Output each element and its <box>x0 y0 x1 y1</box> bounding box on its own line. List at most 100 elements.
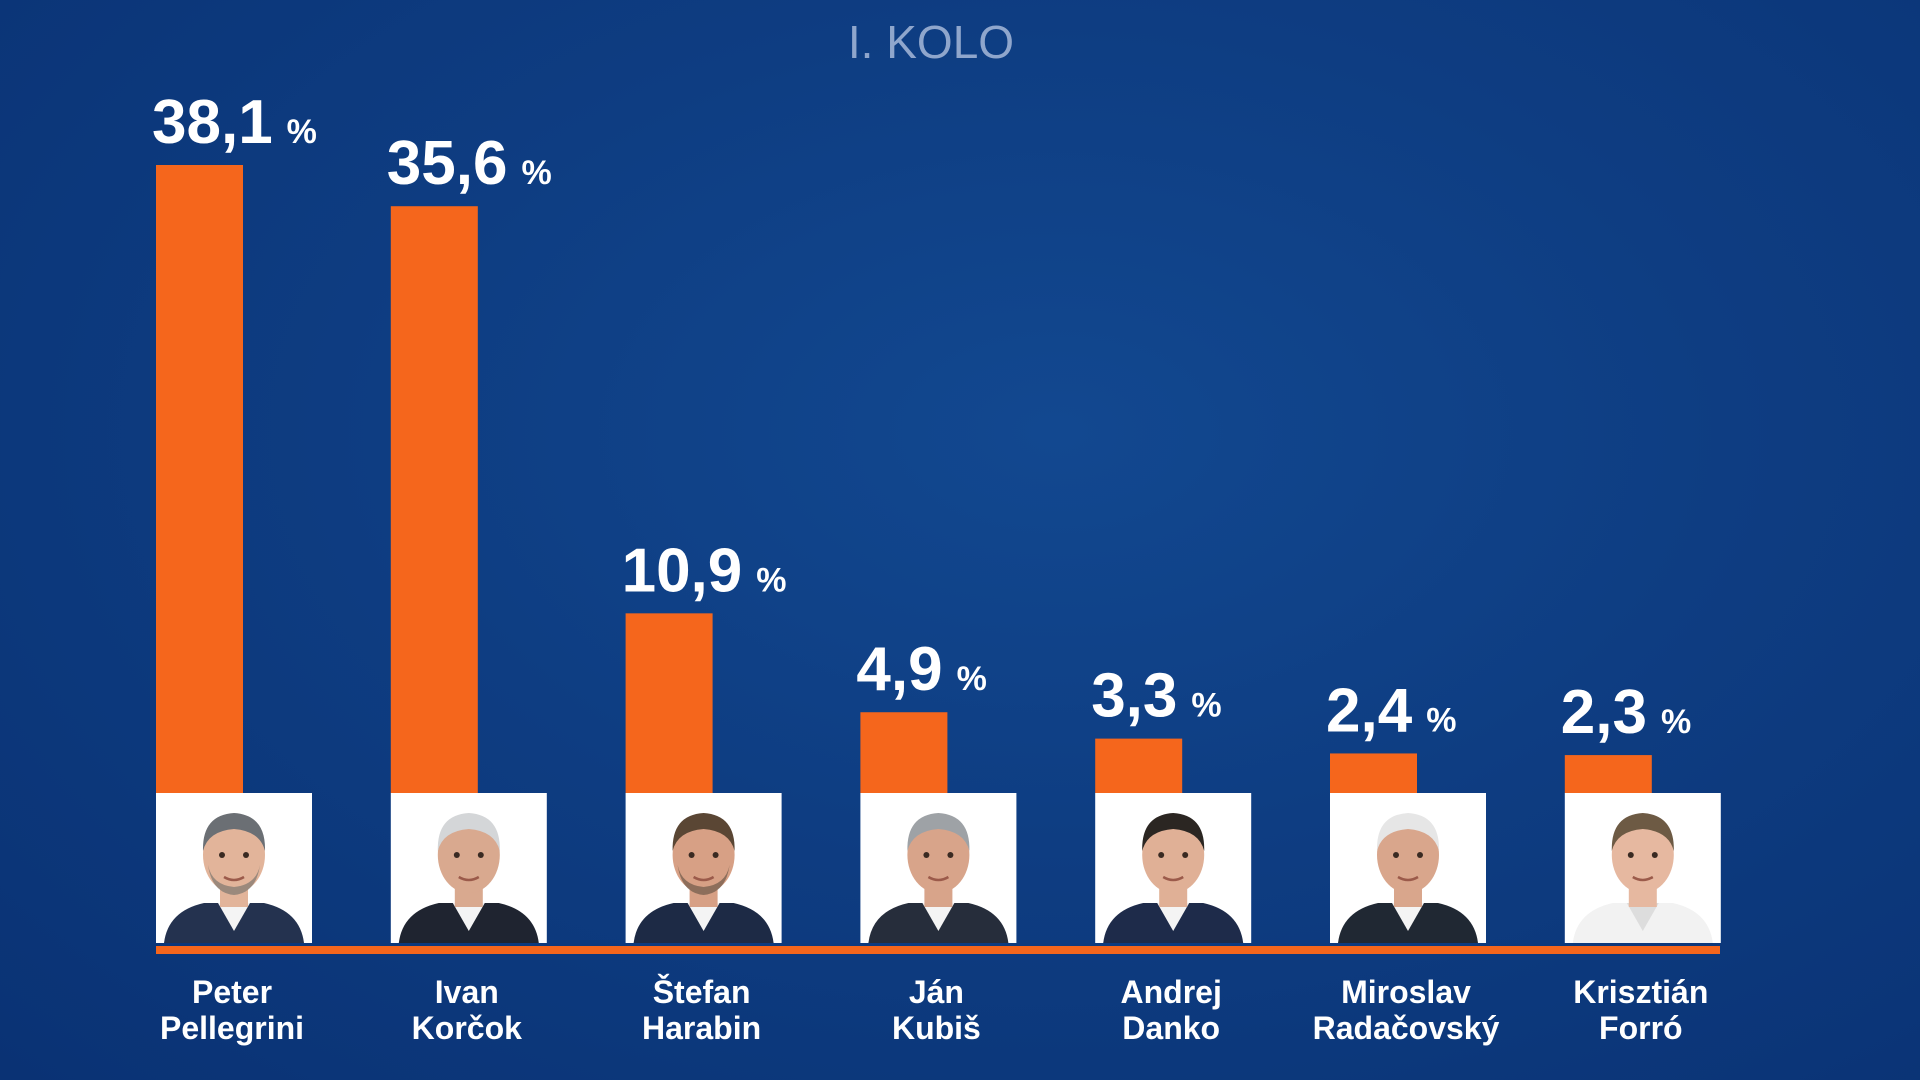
portrait-mouth <box>927 875 950 882</box>
candidate-first-name: Andrej <box>1121 974 1222 1010</box>
portrait-mouth <box>1397 875 1419 882</box>
portrait-face <box>1377 817 1439 893</box>
portrait-eye <box>1627 852 1634 858</box>
portrait-hair <box>907 813 970 851</box>
candidate-first-name: Ján <box>909 974 964 1010</box>
bar <box>390 206 478 794</box>
candidate-first-name: Ivan <box>435 974 499 1010</box>
baseline <box>156 946 1720 954</box>
portrait-eye <box>453 852 460 858</box>
portrait-mouth <box>1632 875 1654 882</box>
portrait-eye <box>688 852 695 858</box>
value-number: 10,9 <box>622 536 743 605</box>
candidate-last-name: Kubiš <box>892 1010 981 1046</box>
value-label: 3,3% <box>1091 662 1221 731</box>
portrait-hair <box>1376 813 1440 851</box>
bars-layer <box>156 165 1652 794</box>
value-number: 2,3 <box>1561 678 1647 747</box>
portrait-collar <box>452 903 485 931</box>
bar <box>1330 753 1417 793</box>
portrait-collar <box>922 903 955 931</box>
portrait-eye <box>1393 852 1399 858</box>
candidate-portrait <box>156 793 312 943</box>
value-unit: % <box>1661 703 1691 741</box>
portrait-face <box>203 817 265 893</box>
bar <box>156 165 243 793</box>
value-labels-layer: 38,1% 35,6 %10,9 %4,9% 3,3% 2,4% 2,3% <box>152 88 1691 747</box>
portrait-mouth <box>458 875 480 882</box>
portrait-collar <box>218 903 250 931</box>
portrait-eye <box>477 852 484 858</box>
portrait-mouth <box>223 875 245 882</box>
value-unit: % <box>521 154 551 192</box>
candidate-last-name: Danko <box>1122 1010 1220 1046</box>
value-number: 2,4 <box>1326 676 1413 745</box>
candidate-last-name: Harabin <box>642 1010 761 1046</box>
portrait-mouth <box>692 875 715 882</box>
portrait-collar <box>1392 903 1424 931</box>
candidate-portrait <box>390 793 547 943</box>
candidate-first-name: Krisztián <box>1573 974 1708 1010</box>
value-number: 38,1 <box>152 88 273 157</box>
portrait-eye <box>219 852 225 858</box>
chart-title: I. KOLO <box>848 16 1014 68</box>
portrait-collar <box>1626 903 1659 931</box>
candidate-portrait <box>1564 793 1721 943</box>
value-label: 2,3% <box>1561 678 1691 747</box>
candidate-portrait <box>1095 793 1252 943</box>
portrait-hair <box>437 813 500 851</box>
bar <box>860 712 948 793</box>
portrait-hair <box>1611 813 1674 851</box>
portrait-face <box>1142 817 1205 893</box>
portrait-collar <box>1157 903 1190 931</box>
portrait-hair <box>1142 813 1205 851</box>
value-number: 35,6 <box>387 129 508 198</box>
value-number: 3,3 <box>1091 662 1177 731</box>
value-number: 4,9 <box>856 635 942 704</box>
portrait-eye <box>947 852 954 858</box>
value-unit: % <box>1191 687 1221 725</box>
portrait-collar <box>687 903 720 931</box>
value-label: 10,9% <box>622 536 787 605</box>
value-label: 35,6% <box>387 129 552 198</box>
value-label: 38,1% <box>152 88 317 157</box>
portrait-beard <box>677 865 730 895</box>
portrait-eye <box>243 852 249 858</box>
portrait-eye <box>1182 852 1189 858</box>
portrait-eye <box>1651 852 1658 858</box>
bar <box>625 613 713 793</box>
candidate-first-name: Miroslav <box>1341 974 1471 1010</box>
portrait-face <box>672 817 735 893</box>
candidate-last-name: Korčok <box>412 1010 522 1046</box>
portrait-hair <box>672 813 735 851</box>
portrait-face <box>1611 817 1674 893</box>
bar <box>1564 755 1652 793</box>
candidate-first-name: Štefan <box>653 974 751 1010</box>
portrait-eye <box>1158 852 1165 858</box>
candidate-portrait <box>860 793 1017 943</box>
value-unit: % <box>957 660 987 698</box>
value-label: 4,9% <box>856 635 986 704</box>
candidate-first-name: Peter <box>192 974 272 1010</box>
portrait-eye <box>923 852 930 858</box>
value-unit: % <box>756 561 786 599</box>
bar <box>1095 738 1183 793</box>
portrait-beard <box>208 865 260 895</box>
portrait-mouth <box>1162 875 1184 882</box>
portraits-layer <box>156 793 1721 943</box>
portrait-eye <box>1417 852 1423 858</box>
candidate-portrait <box>625 793 782 943</box>
portrait-face <box>907 817 970 893</box>
portrait-eye <box>712 852 719 858</box>
value-unit: % <box>1426 701 1456 739</box>
candidate-last-name: Pellegrini <box>160 1010 304 1046</box>
portrait-face <box>437 817 500 893</box>
candidate-last-name: Forró <box>1599 1010 1683 1046</box>
candidate-last-name: Radačovský <box>1313 1010 1500 1046</box>
value-unit: % <box>287 113 317 151</box>
candidate-portrait <box>1330 793 1486 943</box>
portrait-hair <box>202 813 266 851</box>
value-label: 2,4% <box>1326 676 1456 745</box>
